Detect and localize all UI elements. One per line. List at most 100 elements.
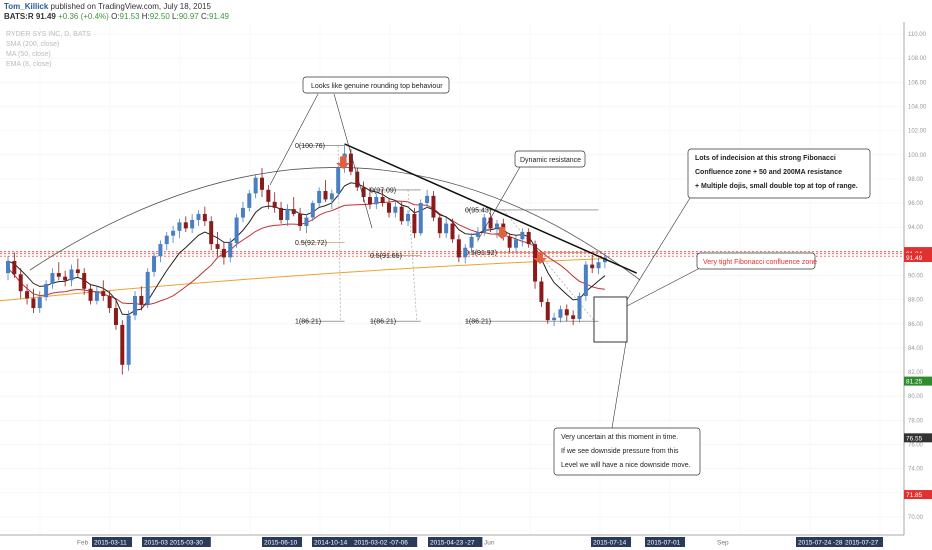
candle[interactable] — [564, 304, 569, 322]
candle[interactable] — [463, 244, 468, 264]
annotation-dynamic-resistance[interactable]: Dynamic resistance — [477, 150, 586, 241]
candle[interactable] — [279, 201, 284, 224]
candle[interactable] — [494, 219, 499, 239]
dynamic-resistance-trendline[interactable] — [344, 143, 637, 274]
candle[interactable] — [247, 189, 252, 212]
candle[interactable] — [329, 189, 334, 210]
candle[interactable] — [133, 291, 137, 321]
annotation-rounding-top[interactable]: Looks like genuine rounding top behaviou… — [269, 76, 450, 229]
annotation-indecision[interactable]: Lots of indecision at this strong Fibona… — [626, 148, 871, 301]
candle[interactable] — [228, 238, 233, 263]
candle[interactable] — [50, 268, 55, 289]
candle[interactable] — [355, 168, 360, 191]
annotation-tight-fib[interactable]: Very tight Fibonacci confluence zone — [626, 252, 817, 307]
symbol-label[interactable]: BATS:R — [4, 12, 34, 21]
candle[interactable] — [545, 298, 550, 324]
candle[interactable] — [291, 197, 296, 217]
candle[interactable] — [596, 257, 601, 275]
candle[interactable] — [253, 174, 258, 199]
candle[interactable] — [298, 207, 303, 231]
candle[interactable] — [418, 199, 423, 236]
candle[interactable] — [56, 262, 61, 281]
candle[interactable] — [482, 213, 487, 236]
author-link[interactable]: Tom_Killick — [4, 2, 49, 11]
candle[interactable] — [215, 232, 220, 257]
candle[interactable] — [520, 228, 525, 247]
candle[interactable] — [425, 189, 430, 208]
candle[interactable] — [304, 213, 309, 234]
candle[interactable] — [412, 207, 417, 239]
candle[interactable] — [571, 310, 576, 325]
candle[interactable] — [37, 291, 42, 313]
candle[interactable] — [107, 291, 112, 313]
confluence-highlight-box[interactable] — [593, 296, 628, 343]
candle[interactable] — [12, 252, 17, 278]
candle[interactable] — [120, 320, 125, 375]
candle[interactable] — [6, 256, 10, 281]
candle[interactable] — [18, 268, 23, 299]
candle[interactable] — [190, 213, 195, 234]
candle[interactable] — [469, 233, 474, 253]
candle[interactable] — [526, 228, 531, 248]
candle[interactable] — [406, 210, 411, 226]
candle[interactable] — [266, 184, 271, 210]
candle[interactable] — [183, 216, 188, 233]
candle[interactable] — [260, 168, 264, 198]
candle[interactable] — [456, 234, 461, 263]
candle[interactable] — [63, 270, 68, 287]
candle[interactable] — [399, 201, 404, 225]
candle[interactable] — [380, 188, 385, 207]
candle[interactable] — [145, 268, 150, 309]
candle[interactable] — [196, 210, 201, 226]
candle[interactable] — [583, 260, 588, 301]
candle[interactable] — [126, 310, 131, 371]
candle[interactable] — [158, 240, 163, 263]
candle[interactable] — [113, 300, 118, 330]
candle[interactable] — [209, 216, 214, 251]
candle[interactable] — [177, 218, 182, 239]
candle[interactable] — [444, 217, 449, 239]
candle[interactable] — [374, 193, 379, 210]
candle[interactable] — [88, 283, 93, 305]
candle[interactable] — [94, 286, 99, 305]
candle[interactable] — [590, 254, 595, 274]
annotation-uncertain[interactable]: Very uncertain at this moment in time. I… — [553, 341, 701, 476]
indicator-sma200[interactable]: SMA (200, close) — [6, 41, 59, 48]
candle[interactable] — [558, 305, 563, 323]
candle[interactable] — [533, 240, 538, 289]
candle[interactable] — [431, 190, 436, 222]
candle[interactable] — [285, 204, 290, 226]
candle[interactable] — [139, 286, 144, 311]
candle[interactable] — [450, 218, 455, 243]
candle[interactable] — [393, 201, 398, 218]
candle[interactable] — [514, 235, 518, 253]
candle[interactable] — [171, 225, 176, 243]
candle[interactable] — [336, 165, 341, 198]
candle[interactable] — [317, 187, 322, 207]
indicator-ma50[interactable]: MA (50, close) — [6, 51, 51, 58]
candle[interactable] — [507, 233, 512, 253]
candle[interactable] — [202, 206, 207, 226]
candle[interactable] — [539, 276, 544, 307]
indicator-ema8[interactable]: EMA (8, close) — [6, 61, 52, 68]
candle[interactable] — [75, 258, 80, 277]
candle[interactable] — [437, 213, 442, 239]
candle[interactable] — [552, 312, 557, 327]
candle[interactable] — [31, 288, 36, 313]
fibonacci-tool[interactable]: 0(95.43) 0.5(91.92) 1(86.21) — [465, 207, 599, 326]
candle[interactable] — [488, 212, 493, 233]
candle[interactable] — [323, 180, 328, 202]
candle[interactable] — [25, 283, 30, 305]
candle[interactable] — [152, 252, 157, 277]
candle[interactable] — [272, 192, 277, 213]
candle[interactable] — [475, 227, 480, 242]
candle[interactable] — [82, 268, 87, 295]
candle[interactable] — [221, 241, 226, 265]
candle[interactable] — [240, 201, 245, 223]
candle[interactable] — [234, 213, 239, 248]
candle[interactable] — [367, 187, 372, 210]
candle[interactable] — [387, 198, 391, 218]
candle[interactable] — [101, 280, 106, 301]
candle[interactable] — [310, 200, 315, 222]
